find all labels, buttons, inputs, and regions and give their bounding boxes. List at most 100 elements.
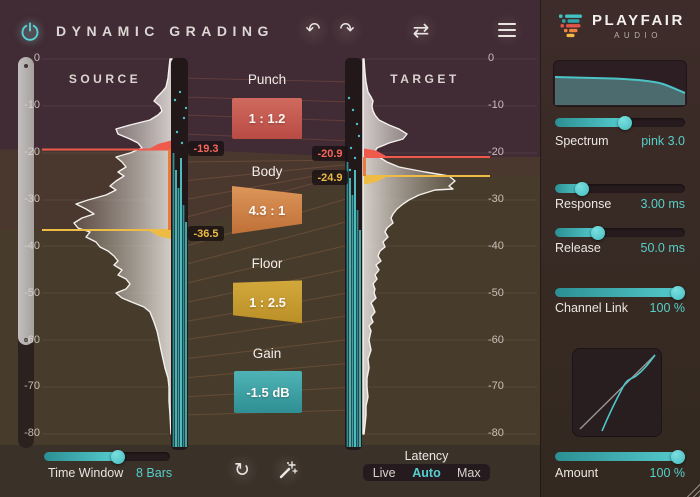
source-upper-threshold-line[interactable] — [42, 140, 171, 151]
release-label: Release — [555, 241, 601, 255]
plugin-title: DYNAMIC GRADING — [56, 23, 274, 39]
response-slider-knob[interactable] — [575, 181, 589, 196]
release-value[interactable]: 50.0 ms — [640, 241, 685, 255]
magic-wand-icon — [279, 461, 298, 479]
fader-top-dot — [24, 64, 28, 68]
amount-slider[interactable] — [555, 449, 685, 464]
source-tick-70: -70 — [24, 380, 40, 392]
amount-row: Amount 100 % — [555, 466, 685, 480]
source-tick-30: -30 — [24, 193, 40, 205]
gain-label: Gain — [252, 346, 282, 361]
source-tick-0: 0 — [33, 52, 40, 64]
target-tick-70: -70 — [488, 380, 504, 392]
target-lower-threshold-line[interactable] — [364, 175, 490, 185]
spectrum-value[interactable]: pink 3.0 — [641, 134, 685, 148]
latency-option-max[interactable]: Max — [457, 465, 481, 480]
response-row: Response 3.00 ms — [555, 197, 685, 211]
amount-slider-knob[interactable] — [671, 449, 685, 464]
channel-link-value[interactable]: 100 % — [649, 301, 685, 315]
logo-name: PLAYFAIR — [592, 12, 685, 29]
target-meter-bars — [346, 162, 361, 447]
target-upper-threshold-line[interactable] — [364, 148, 490, 158]
source-meter-bars — [172, 153, 187, 447]
response-slider[interactable] — [555, 181, 685, 196]
resize-handle[interactable] — [685, 482, 700, 497]
target-lower-threshold-value[interactable]: -24.9 — [312, 170, 348, 185]
floor-label: Floor — [251, 256, 283, 271]
settings-sidebar: PLAYFAIR AUDIO Spectrum pink 3.0 Respons… — [540, 0, 700, 497]
spectrum-curve — [554, 76, 686, 105]
transfer-function-line — [601, 354, 656, 432]
transfer-curve-panel — [572, 348, 662, 437]
target-tick-60: -60 — [488, 334, 504, 346]
transfer-curve — [579, 354, 656, 432]
release-slider-knob[interactable] — [591, 225, 605, 240]
target-upper-threshold-value[interactable]: -20.9 — [312, 146, 348, 161]
target-tick-0: 0 — [488, 52, 495, 64]
floor-ratio-control[interactable]: 1 : 2.5 — [233, 280, 302, 324]
time-window-value[interactable]: 8 Bars — [136, 466, 173, 480]
channel-link-label: Channel Link — [555, 301, 628, 315]
source-panel-title: SOURCE — [68, 72, 142, 86]
undo-button[interactable]: ↶ — [296, 13, 330, 47]
body-ratio-value: 4.3 : 1 — [248, 202, 286, 218]
punch-label: Punch — [247, 72, 287, 87]
source-histogram — [73, 58, 173, 435]
gain-control[interactable]: -1.5 dB — [234, 371, 302, 413]
latency-selector: Live Auto Max — [363, 464, 490, 481]
latency-option-live[interactable]: Live — [372, 465, 396, 480]
power-button[interactable] — [13, 15, 47, 49]
channel-link-slider[interactable] — [555, 285, 685, 300]
unity-line — [579, 354, 656, 430]
source-upper-threshold-value[interactable]: -19.3 — [188, 141, 224, 156]
source-tick-40: -40 — [24, 240, 40, 252]
source-lower-threshold-value[interactable]: -36.5 — [188, 226, 224, 241]
response-label: Response — [555, 197, 612, 211]
latency-option-auto[interactable]: Auto — [412, 465, 441, 480]
spectrum-label: Spectrum — [555, 134, 609, 148]
target-tick-10: -10 — [488, 99, 504, 111]
redo-button[interactable]: ↷ — [330, 13, 364, 47]
gain-value: -1.5 dB — [246, 384, 290, 400]
playfair-logo-text: PLAYFAIR AUDIO — [592, 12, 684, 40]
target-tick-20: -20 — [488, 146, 504, 158]
punch-ratio-control[interactable]: 1 : 1.2 — [232, 98, 302, 139]
spectrum-slider[interactable] — [555, 115, 685, 130]
logo-sub: AUDIO — [614, 31, 662, 40]
time-window-slider-fill — [44, 452, 118, 461]
swap-arrows-icon: ⇄ — [412, 18, 430, 42]
release-row: Release 50.0 ms — [555, 241, 685, 255]
magic-wand-button[interactable] — [270, 453, 304, 487]
target-panel-title: TARGET — [390, 72, 460, 86]
spectrum-row: Spectrum pink 3.0 — [555, 134, 685, 148]
source-tick-20: -20 — [24, 146, 40, 158]
target-tick-30: -30 — [488, 193, 504, 205]
source-spectrum-meter — [171, 58, 188, 450]
time-window-slider-knob[interactable] — [111, 449, 125, 464]
fader-bottom-dot — [24, 338, 28, 342]
source-tick-50: -50 — [24, 287, 40, 299]
display-range-fader-thumb[interactable] — [18, 57, 34, 345]
latency-label: Latency — [404, 449, 449, 463]
source-tick-60: -60 — [24, 334, 40, 346]
playfair-logo-icon — [559, 14, 582, 38]
target-tick-40: -40 — [488, 240, 504, 252]
menu-button[interactable] — [490, 13, 524, 47]
relearn-button[interactable]: ↻ — [225, 453, 259, 487]
channel-link-slider-knob[interactable] — [671, 285, 685, 300]
amount-value[interactable]: 100 % — [649, 466, 685, 480]
display-range-fader[interactable] — [18, 57, 34, 448]
time-window-slider[interactable] — [44, 449, 170, 464]
power-icon — [21, 22, 39, 41]
response-value[interactable]: 3.00 ms — [640, 197, 685, 211]
target-tick-80: -80 — [488, 427, 504, 439]
spectrum-slider-knob[interactable] — [618, 115, 632, 130]
target-meter-dots — [347, 96, 361, 172]
release-slider[interactable] — [555, 225, 685, 240]
target-spectrum-meter — [345, 58, 362, 450]
swap-source-target-button[interactable]: ⇄ — [404, 13, 438, 47]
source-tick-80: -80 — [24, 427, 40, 439]
source-lower-threshold-line[interactable] — [42, 229, 171, 239]
target-tick-50: -50 — [488, 287, 504, 299]
